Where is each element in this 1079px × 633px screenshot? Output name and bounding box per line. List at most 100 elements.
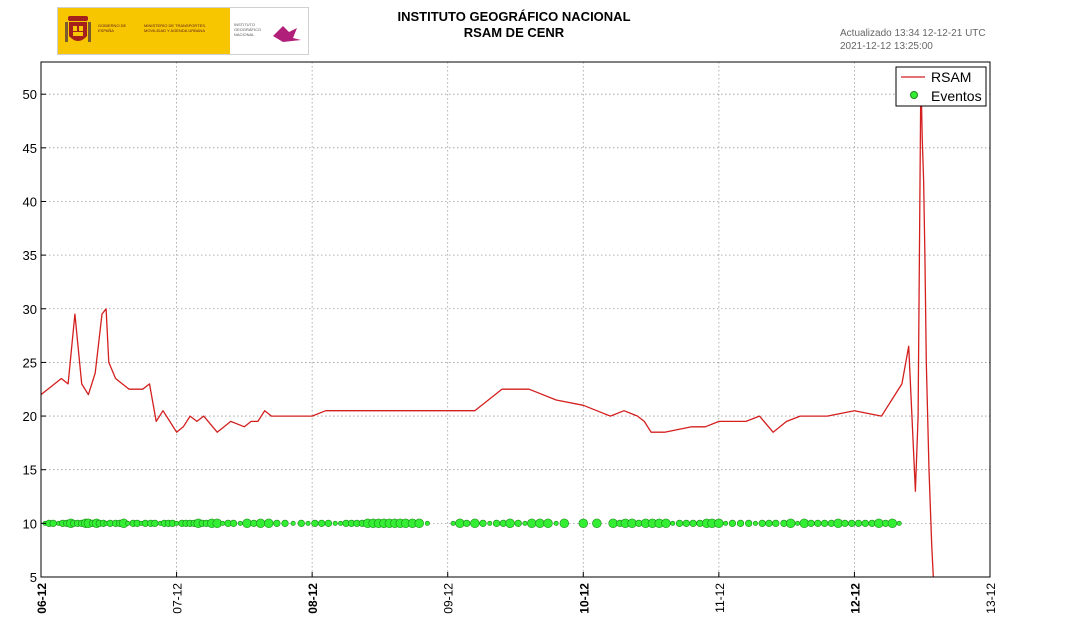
y-tick-label: 30 bbox=[23, 302, 37, 317]
y-tick-label: 15 bbox=[23, 463, 37, 478]
x-tick-label: 10-12 bbox=[577, 583, 591, 614]
event-dot bbox=[861, 519, 869, 527]
ign-logo-icon bbox=[273, 26, 301, 42]
event-dot bbox=[887, 518, 898, 529]
event-dot bbox=[543, 518, 553, 529]
event-dot bbox=[896, 520, 902, 526]
legend-rsam-label: RSAM bbox=[931, 69, 971, 85]
x-tick-label: 06-12 bbox=[35, 583, 49, 614]
y-tick-label: 35 bbox=[23, 248, 37, 263]
event-dot bbox=[799, 518, 809, 529]
event-dot bbox=[772, 519, 780, 527]
events-layer bbox=[42, 518, 902, 529]
event-dot bbox=[786, 518, 796, 529]
event-dot bbox=[723, 520, 729, 526]
event-dot bbox=[670, 520, 676, 526]
event-dot bbox=[535, 518, 545, 529]
event-dot bbox=[220, 520, 226, 526]
plot-frame bbox=[40, 61, 991, 578]
event-dot bbox=[479, 519, 487, 527]
coat-of-arms-icon bbox=[65, 16, 91, 42]
event-dot bbox=[264, 518, 274, 529]
event-dot bbox=[305, 520, 311, 526]
chart-subtitle: RSAM DE CENR bbox=[463, 25, 565, 40]
x-tick-label: 08-12 bbox=[306, 583, 320, 614]
event-dot bbox=[765, 519, 773, 527]
legend-eventos-label: Eventos bbox=[931, 88, 982, 104]
event-dot bbox=[714, 518, 724, 529]
event-dot bbox=[728, 519, 737, 527]
government-label: GOBIERNO DE ESPAÑA bbox=[98, 23, 127, 33]
legend-box bbox=[895, 66, 987, 107]
event-dot bbox=[49, 519, 57, 527]
y-tick-label: 50 bbox=[23, 87, 37, 102]
line-layer bbox=[41, 72, 934, 577]
event-dot bbox=[463, 519, 471, 527]
y-tick-label: 10 bbox=[23, 516, 37, 531]
event-dot bbox=[689, 519, 697, 527]
event-dot bbox=[841, 519, 849, 527]
event-dot bbox=[255, 518, 266, 529]
event-dot bbox=[174, 520, 180, 526]
event-dot bbox=[553, 520, 559, 526]
event-dot bbox=[675, 519, 684, 527]
updated-label: Actualizado 13:34 12-12-21 UTC bbox=[840, 28, 986, 39]
chart-title: INSTITUTO GEOGRÁFICO NACIONAL bbox=[397, 9, 631, 24]
event-dot bbox=[848, 519, 856, 527]
event-dot bbox=[559, 518, 570, 529]
event-dot bbox=[414, 518, 424, 529]
event-dot bbox=[821, 519, 829, 527]
event-dot bbox=[424, 520, 430, 526]
event-dot bbox=[281, 519, 289, 527]
event-dot bbox=[854, 519, 863, 527]
event-dot bbox=[752, 520, 758, 526]
event-dot bbox=[758, 519, 766, 527]
y-tick-label: 20 bbox=[23, 409, 37, 424]
event-dot bbox=[297, 519, 305, 527]
event-dot bbox=[273, 519, 281, 527]
event-dot bbox=[290, 520, 296, 526]
event-dot bbox=[736, 519, 745, 527]
institute-label: INSTITUTO GEOGRÁFICO NACIONAL bbox=[234, 22, 262, 37]
event-dot bbox=[592, 518, 602, 529]
event-dot bbox=[237, 520, 243, 526]
event-dot bbox=[527, 518, 537, 529]
event-dot bbox=[151, 519, 159, 527]
event-dot bbox=[470, 518, 480, 529]
x-tick-label: 12-12 bbox=[848, 583, 862, 614]
event-dot bbox=[332, 520, 338, 526]
grid-layer bbox=[41, 62, 990, 577]
y-tick-label: 45 bbox=[23, 141, 37, 156]
event-dot bbox=[794, 520, 800, 526]
y-tick-label: 40 bbox=[23, 194, 37, 209]
event-dot bbox=[661, 518, 671, 529]
government-logo-block: GOBIERNO DE ESPAÑA MINISTERIO DE TRANSPO… bbox=[58, 8, 230, 54]
y-tick-label: 5 bbox=[30, 570, 37, 585]
event-dot bbox=[807, 519, 815, 527]
event-dot bbox=[318, 519, 326, 527]
x-tick-label: 07-12 bbox=[171, 583, 185, 614]
logo-banner: GOBIERNO DE ESPAÑA MINISTERIO DE TRANSPO… bbox=[57, 7, 309, 55]
event-dot bbox=[450, 520, 456, 526]
event-dot bbox=[455, 518, 465, 529]
event-dot bbox=[487, 520, 493, 526]
event-dot bbox=[874, 518, 884, 529]
rsam-series-line bbox=[41, 72, 934, 577]
x-tick-label: 11-12 bbox=[713, 583, 727, 613]
x-tick-label: 13-12 bbox=[984, 583, 998, 614]
event-dot bbox=[745, 519, 753, 527]
event-dot bbox=[522, 520, 528, 526]
event-dot bbox=[682, 519, 690, 527]
event-dot bbox=[125, 520, 131, 526]
event-dot bbox=[833, 518, 843, 529]
event-dot bbox=[338, 520, 344, 526]
event-dot bbox=[578, 518, 588, 529]
event-dot bbox=[514, 519, 522, 527]
ministry-label: MINISTERIO DE TRANSPORTES, MOVILIDAD Y A… bbox=[144, 23, 207, 33]
legend-eventos-swatch bbox=[910, 91, 918, 99]
event-dot bbox=[814, 519, 822, 527]
timestamp-label: 2021-12-12 13:25:00 bbox=[840, 41, 933, 52]
event-dot bbox=[608, 518, 618, 529]
event-dot bbox=[229, 519, 238, 527]
